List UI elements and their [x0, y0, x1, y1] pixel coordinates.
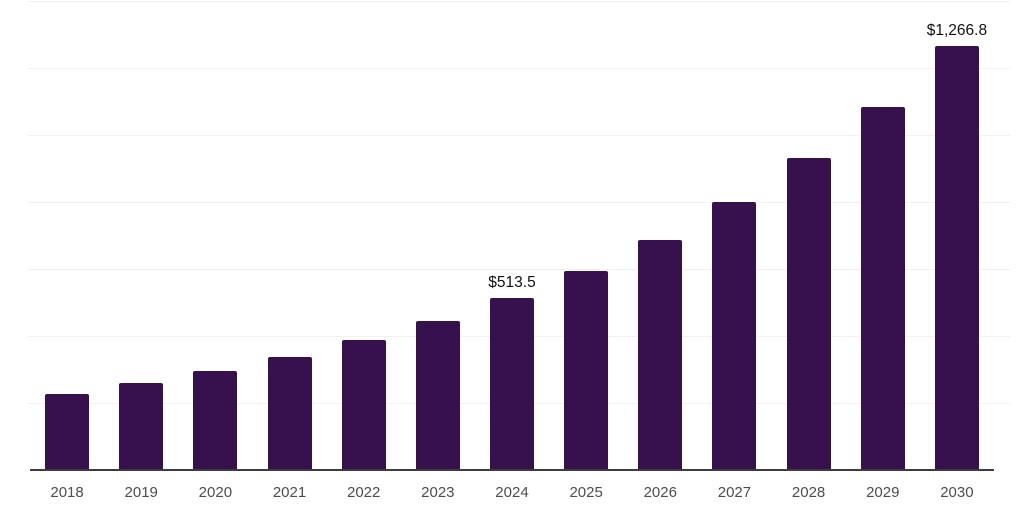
x-tick-label-2026: 2026	[643, 484, 677, 501]
x-tick-label-2022: 2022	[346, 484, 381, 501]
bar-2022	[341, 339, 386, 470]
bar-2023	[415, 320, 460, 470]
gridline	[28, 269, 1010, 270]
x-tick-label-2024: 2024	[495, 484, 529, 501]
bar-value-label-2030: $1,266.8	[926, 21, 988, 39]
gridline	[28, 1, 1010, 2]
bar-value-label-2024: $513.5	[488, 273, 536, 291]
x-tick-label-2019: 2019	[124, 484, 158, 501]
bar-2018	[45, 394, 90, 470]
bar-2027	[712, 202, 757, 470]
bar-2026	[638, 239, 683, 470]
x-tick-label-2021: 2021	[272, 484, 307, 501]
bar-2021	[267, 356, 312, 470]
x-tick-label-2029: 2029	[866, 484, 900, 501]
bar-2030	[934, 45, 979, 470]
x-tick-label-2028: 2028	[791, 484, 826, 501]
bar-2028	[786, 157, 831, 470]
x-tick-label-2030: 2030	[940, 484, 974, 501]
bar-2025	[564, 270, 609, 470]
bar-2019	[119, 383, 164, 470]
bar-2024	[490, 297, 534, 470]
x-tick-label-2018: 2018	[50, 484, 84, 501]
x-tick-label-2025: 2025	[569, 484, 603, 501]
gridline	[28, 135, 1010, 136]
x-tick-label-2027: 2027	[717, 484, 752, 501]
bar-2029	[860, 106, 905, 470]
gridline	[28, 202, 1010, 203]
x-axis-line	[30, 469, 994, 471]
x-tick-label-2020: 2020	[198, 484, 233, 501]
x-tick-label-2023: 2023	[421, 484, 455, 501]
gridline	[28, 68, 1010, 69]
bar-2020	[193, 371, 238, 470]
